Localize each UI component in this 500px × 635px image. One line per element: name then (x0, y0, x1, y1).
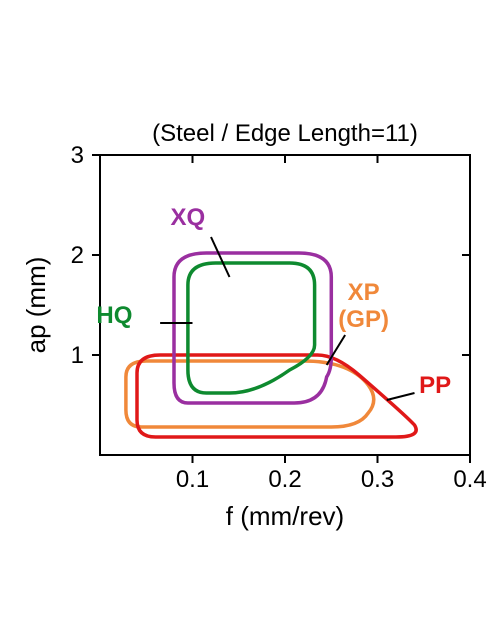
y-tick-label: 1 (71, 342, 84, 369)
x-tick-label: 0.4 (453, 466, 486, 493)
label-xp: XP (348, 279, 380, 306)
label-hq: HQ (96, 302, 132, 329)
x-tick-label: 0.3 (361, 466, 394, 493)
label2-xp: (GP) (338, 306, 389, 333)
chart-title: (Steel / Edge Length=11) (152, 120, 418, 147)
y-tick-label: 2 (71, 242, 84, 269)
label-xq: XQ (171, 204, 206, 231)
y-tick-label: 3 (71, 142, 84, 169)
x-axis-label: f (mm/rev) (226, 501, 344, 531)
chart-svg: (Steel / Edge Length=11) 0.1 0.2 0.3 0.4 1 2 3 f… (0, 0, 500, 635)
label-pp: PP (419, 372, 451, 399)
x-tick-label: 0.2 (268, 466, 301, 493)
y-axis-label: ap (mm) (21, 257, 51, 354)
chart-container: (Steel / Edge Length=11) 0.1 0.2 0.3 0.4 1 2 3 f… (0, 0, 500, 635)
x-tick-label: 0.1 (176, 466, 209, 493)
plot-area (100, 155, 470, 455)
